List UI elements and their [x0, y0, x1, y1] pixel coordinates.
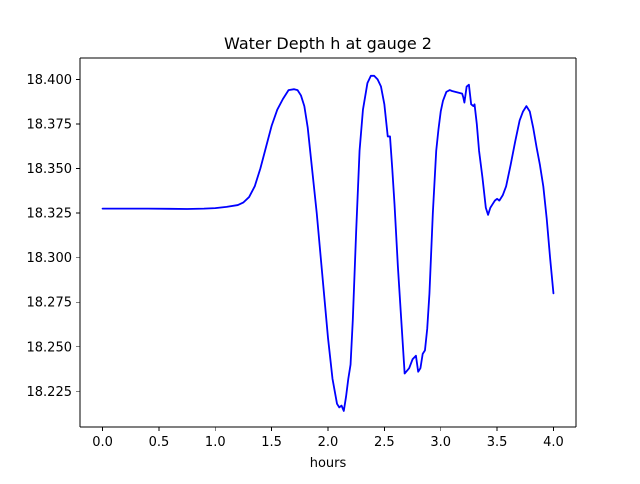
axes-frame	[79, 57, 577, 428]
y-tick-label: 18.350	[27, 162, 73, 177]
x-tick-label: 4.0	[543, 435, 564, 450]
series-line-water-depth	[101, 74, 555, 412]
y-tick-label: 18.275	[27, 296, 73, 311]
y-axis-ticks: 18.225 18.250 18.275 18.300 18.325 18.350 18.3…	[27, 73, 80, 400]
y-tick-label: 18.300	[27, 251, 73, 266]
plot-area	[80, 58, 576, 427]
x-tick-label: 3.5	[487, 435, 508, 450]
x-axis-title: hours	[310, 456, 347, 471]
x-axis-ticks: 0.0 0.5 1.0 1.5 2.0 2.5 3.0 3.5 4.0	[92, 427, 564, 450]
y-tick-label: 18.400	[27, 73, 73, 88]
y-tick-label: 18.250	[27, 340, 73, 355]
series-layer	[101, 74, 555, 412]
x-tick-label: 2.0	[318, 435, 339, 450]
y-tick-label: 18.325	[27, 207, 73, 222]
x-tick-label: 1.5	[261, 435, 282, 450]
y-tick-label: 18.225	[27, 385, 73, 400]
chart-title: Water Depth h at gauge 2	[224, 34, 432, 53]
x-tick-label: 1.0	[205, 435, 226, 450]
y-tick-label: 18.375	[27, 117, 73, 132]
x-tick-label: 3.0	[430, 435, 451, 450]
x-tick-label: 0.5	[149, 435, 170, 450]
x-tick-label: 0.0	[92, 435, 113, 450]
x-tick-label: 2.5	[374, 435, 395, 450]
